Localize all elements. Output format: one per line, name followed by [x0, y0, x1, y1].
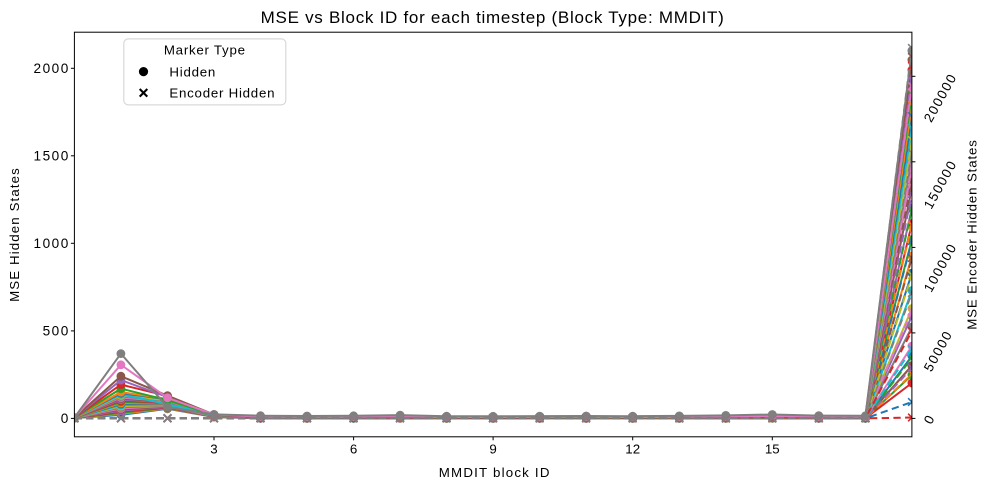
svg-text:2000: 2000 — [34, 61, 70, 76]
svg-text:1500: 1500 — [34, 149, 70, 164]
svg-text:12: 12 — [625, 442, 640, 457]
svg-text:6: 6 — [350, 442, 357, 457]
svg-text:15: 15 — [765, 442, 780, 457]
svg-text:Marker Type: Marker Type — [164, 43, 246, 58]
svg-text:MSE Encoder Hidden States: MSE Encoder Hidden States — [964, 139, 979, 330]
svg-text:Encoder Hidden: Encoder Hidden — [169, 86, 275, 101]
svg-text:500: 500 — [43, 324, 70, 339]
svg-text:Hidden: Hidden — [169, 64, 216, 79]
svg-text:MMDIT block ID: MMDIT block ID — [439, 465, 551, 480]
svg-text:MSE Hidden States: MSE Hidden States — [7, 167, 22, 302]
svg-text:MSE vs Block ID for each times: MSE vs Block ID for each timestep (Block… — [261, 8, 725, 27]
svg-text:9: 9 — [489, 442, 496, 457]
svg-text:0: 0 — [61, 411, 70, 426]
svg-text:1000: 1000 — [34, 236, 70, 251]
svg-text:3: 3 — [210, 442, 217, 457]
